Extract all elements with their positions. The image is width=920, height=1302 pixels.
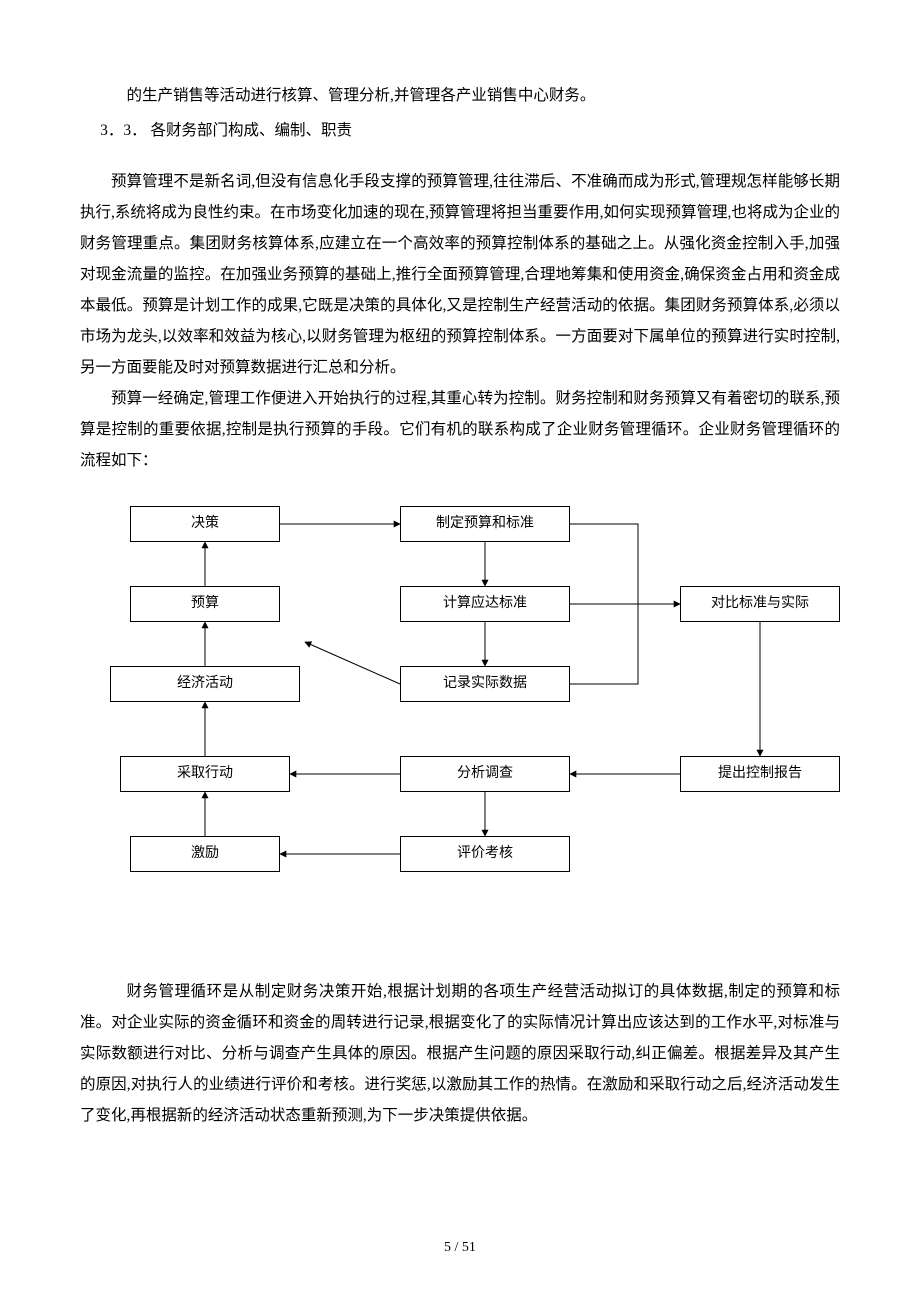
node-activity: 经济活动: [110, 666, 300, 702]
node-compare: 对比标准与实际: [680, 586, 840, 622]
paragraph-1: 预算管理不是新名词,但没有信息化手段支撑的预算管理,往往滞后、不准确而成为形式,…: [80, 166, 840, 383]
node-record: 记录实际数据: [400, 666, 570, 702]
node-decision: 决策: [130, 506, 280, 542]
node-calcstd: 计算应达标准: [400, 586, 570, 622]
page: 的生产销售等活动进行核算、管理分析,并管理各产业销售中心财务。 3．3． 各财务…: [0, 0, 920, 1302]
lead-line: 的生产销售等活动进行核算、管理分析,并管理各产业销售中心财务。: [80, 80, 840, 111]
page-footer: 5 / 51: [0, 1234, 920, 1262]
section-heading: 3．3． 各财务部门构成、编制、职责: [80, 115, 840, 146]
node-action: 采取行动: [120, 756, 290, 792]
node-report: 提出控制报告: [680, 756, 840, 792]
node-evaluate: 评价考核: [400, 836, 570, 872]
node-setstd: 制定预算和标准: [400, 506, 570, 542]
paragraph-2: 预算一经确定,管理工作便进入开始执行的过程,其重心转为控制。财务控制和财务预算又…: [80, 383, 840, 476]
spacer: [80, 906, 840, 976]
node-incentive: 激励: [130, 836, 280, 872]
flowchart: 决策 预算 经济活动 采取行动 激励 制定预算和标准 计算应达标准 记录实际数据…: [80, 496, 840, 906]
node-analyze: 分析调查: [400, 756, 570, 792]
paragraph-3: 财务管理循环是从制定财务决策开始,根据计划期的各项生产经营活动拟订的具体数据,制…: [80, 976, 840, 1131]
node-budget: 预算: [130, 586, 280, 622]
